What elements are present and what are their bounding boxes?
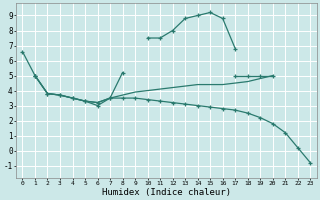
X-axis label: Humidex (Indice chaleur): Humidex (Indice chaleur) [102,188,231,197]
